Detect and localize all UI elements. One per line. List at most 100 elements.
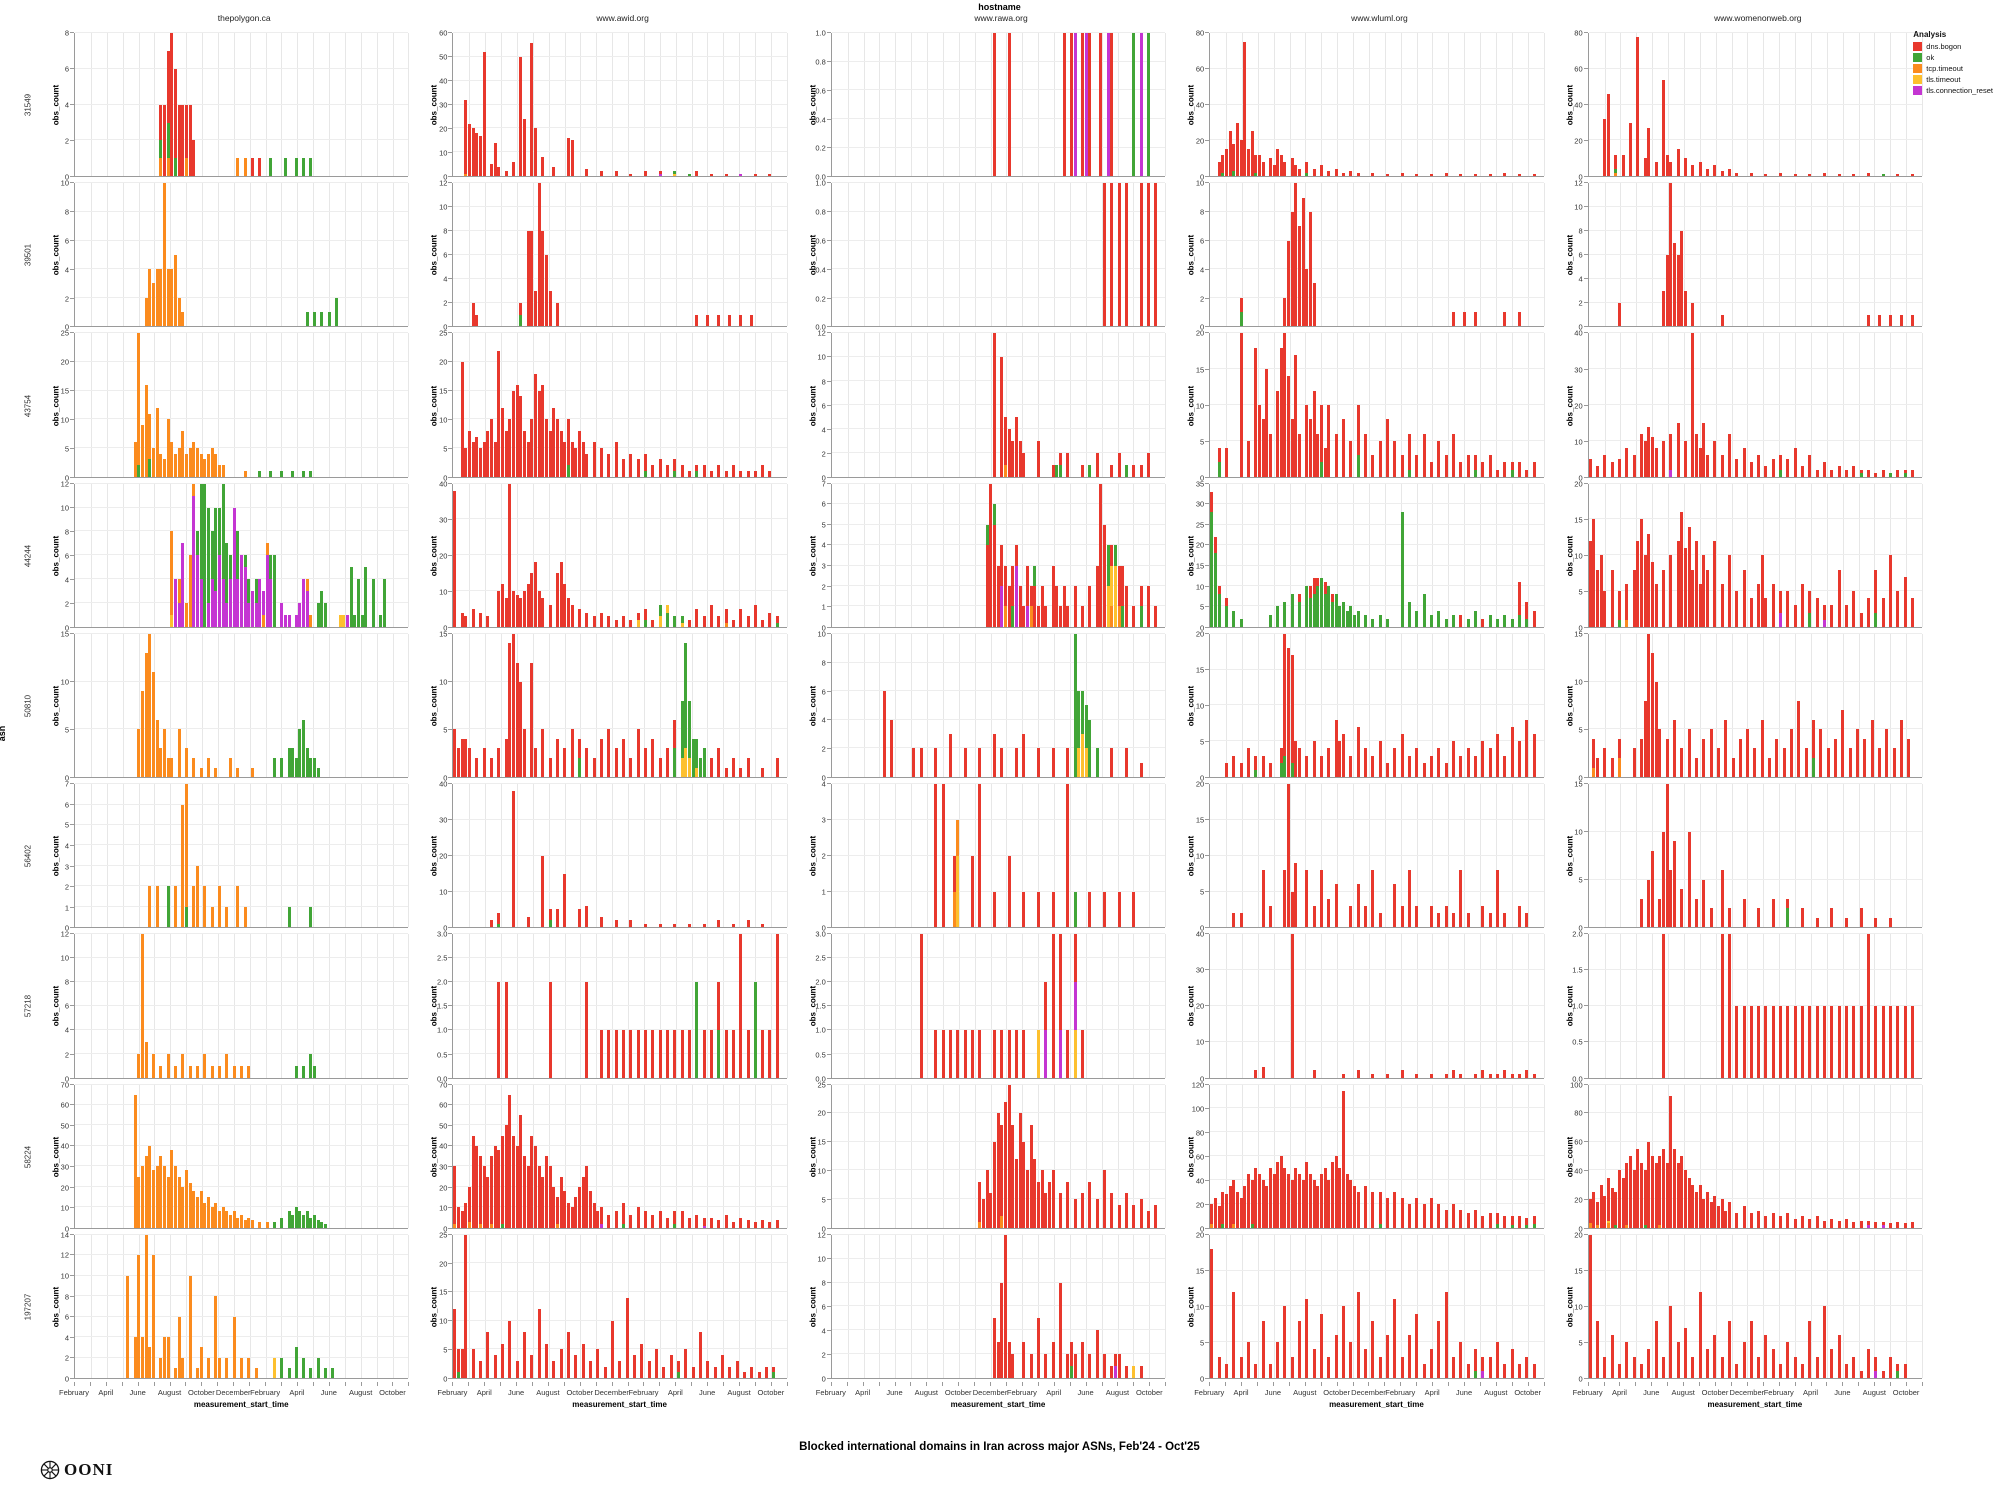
bar-segment-dns-bogon: [636, 612, 640, 620]
facet-58224-thepolygon-ca: obs_count 0 10 20 30 40 50 60 70: [36, 1080, 414, 1233]
y-tick-label: 15: [817, 1137, 826, 1147]
y-axis: obs_count 0.0 0.2 0.4 0.6 0.8 1.0: [793, 29, 831, 182]
gridline-vertical: [1432, 934, 1434, 1078]
bar-segment-dns-bogon: [702, 923, 706, 928]
gridline-vertical: [612, 934, 614, 1078]
gridline-vertical: [1149, 934, 1151, 1078]
bar-segment-dns-bogon: [1073, 1354, 1077, 1378]
bar: [1815, 917, 1819, 928]
bar-segment-tcp-timeout: [195, 1065, 199, 1078]
bar: [1867, 934, 1871, 1078]
bar: [545, 254, 548, 327]
bar: [592, 616, 596, 627]
bar-segment-tcp-timeout: [177, 1316, 181, 1378]
y-tick-label: 0: [443, 1224, 448, 1234]
y-tick-mark: [448, 1005, 453, 1007]
bar-segment-dns-bogon: [1643, 158, 1647, 177]
bar: [673, 1029, 677, 1078]
bar-segment-dns-bogon: [1628, 122, 1632, 177]
bar-segment-dns-bogon: [486, 1176, 490, 1228]
bar-segment-dns-bogon: [746, 616, 750, 627]
bar: [471, 1135, 475, 1228]
bar-segment-dns-bogon: [173, 68, 177, 159]
bar-segment-ok: [1617, 619, 1621, 627]
bar: [1731, 758, 1735, 778]
bar: [1845, 469, 1849, 477]
gridline-vertical: [344, 333, 346, 477]
bar: [1312, 577, 1316, 627]
bar-segment-dns-bogon: [1051, 464, 1055, 477]
bar-segment-ok: [309, 906, 313, 928]
bar-segment-dns-bogon: [1900, 314, 1904, 327]
bar: [1276, 1162, 1280, 1228]
bar-segment-dns-bogon: [1261, 161, 1265, 177]
y-tick-mark: [826, 147, 831, 149]
bar-segment-dns-bogon: [1430, 905, 1434, 928]
bar: [302, 158, 306, 177]
y-tick-label: 2: [64, 294, 69, 304]
bar-segment-dns-bogon: [658, 1211, 662, 1228]
bar-segment-tcp-timeout: [309, 614, 313, 627]
y-tick-mark: [70, 1124, 74, 1126]
bar-segment-dns-bogon: [1327, 748, 1331, 778]
bar: [1058, 1193, 1062, 1228]
y-tick-mark: [448, 1377, 453, 1379]
bar-segment-dns-bogon: [1408, 755, 1412, 778]
gridline-vertical: [1022, 784, 1024, 928]
bar-segment-dns-bogon: [1132, 891, 1136, 928]
bar: [1117, 1354, 1121, 1378]
bar: [614, 619, 618, 627]
facet-39501-www-wluml-org: obs_count 0 2 4 6 8 10: [1171, 179, 1549, 332]
gridline-vertical: [122, 1084, 124, 1228]
gridline-vertical: [360, 633, 362, 778]
gridline-vertical: [313, 333, 315, 477]
bar-segment-dns-bogon: [1639, 519, 1643, 627]
gridline-vertical: [376, 633, 378, 778]
gridline-vertical: [1858, 33, 1860, 177]
gridline-horizontal: [1210, 1083, 1544, 1085]
bar: [1786, 591, 1790, 627]
y-tick-label: 60: [439, 28, 448, 38]
bar-segment-dns-bogon: [1786, 591, 1790, 627]
bar: [1859, 1220, 1863, 1228]
y-tick-label: 0.5: [1572, 1037, 1583, 1047]
gridline-vertical: [1038, 934, 1040, 1078]
bar: [287, 1367, 291, 1378]
bar: [1415, 1197, 1419, 1228]
bar-segment-dns-bogon: [1771, 583, 1775, 627]
gridline-vertical: [1149, 784, 1151, 928]
bar: [720, 1355, 724, 1378]
bar: [280, 758, 284, 778]
bar-segment-dns-bogon: [457, 1207, 461, 1228]
bar: [1309, 419, 1313, 477]
gridline-vertical: [1069, 483, 1071, 627]
gridline-vertical: [895, 483, 897, 627]
bar-segment-dns-bogon: [1254, 755, 1258, 770]
y-axis-title: obs_count: [1186, 235, 1196, 276]
bar: [188, 555, 192, 627]
bar: [243, 470, 247, 477]
bar: [1771, 1213, 1775, 1228]
bar: [1676, 422, 1680, 477]
gridline-vertical: [1038, 1234, 1040, 1378]
bar-segment-dns-bogon: [720, 1355, 724, 1378]
gridline-vertical: [786, 934, 788, 1078]
bar-segment-ok: [673, 470, 677, 477]
bar-segment-dns-bogon: [702, 1029, 706, 1078]
bar: [1753, 748, 1757, 778]
bar-segment-tls-timeout: [636, 619, 640, 627]
bar-segment-dns-bogon: [1437, 748, 1441, 778]
bar: [1823, 462, 1827, 477]
bar: [1073, 1354, 1077, 1378]
bar: [1331, 594, 1335, 627]
bar-segment-dns-bogon: [1110, 33, 1114, 177]
y-tick-label: 10: [1195, 1302, 1205, 1312]
bar-segment-dns-bogon: [985, 545, 989, 627]
bar: [768, 470, 772, 477]
bar: [1488, 614, 1492, 627]
bar: [1716, 748, 1720, 778]
y-tick-label: 40: [60, 1141, 69, 1151]
bar-segment-ok: [287, 1211, 291, 1228]
bar: [188, 1275, 192, 1378]
y-tick-mark: [70, 1186, 74, 1188]
